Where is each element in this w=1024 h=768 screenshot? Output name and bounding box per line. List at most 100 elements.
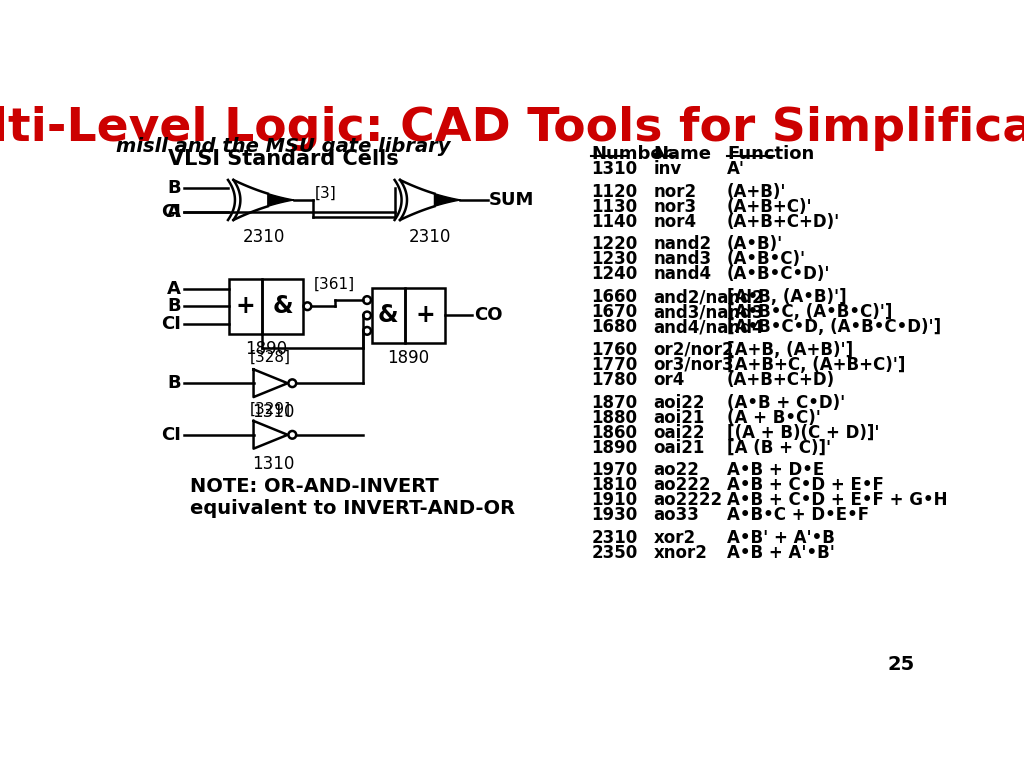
Text: Function: Function	[727, 144, 814, 163]
Text: and2/nand2: and2/nand2	[653, 288, 764, 306]
Text: 1230: 1230	[592, 250, 638, 268]
Text: A•B + C•D + E•F: A•B + C•D + E•F	[727, 476, 884, 495]
Text: B: B	[167, 180, 180, 197]
Text: A•B' + A'•B: A•B' + A'•B	[727, 529, 835, 547]
Text: ao33: ao33	[653, 506, 699, 525]
Text: 1220: 1220	[592, 235, 638, 253]
Text: [A+B, (A+B)']: [A+B, (A+B)']	[727, 341, 853, 359]
Text: inv: inv	[653, 160, 682, 178]
Text: 1670: 1670	[592, 303, 638, 321]
Text: (A+B+C)': (A+B+C)'	[727, 197, 813, 216]
Text: ao222: ao222	[653, 476, 711, 495]
Text: (A+B+C+D)': (A+B+C+D)'	[727, 213, 841, 230]
Text: +: +	[236, 294, 256, 318]
Text: Multi-Level Logic: CAD Tools for Simplification: Multi-Level Logic: CAD Tools for Simplif…	[0, 106, 1024, 151]
Text: 1880: 1880	[592, 409, 638, 427]
Text: A•B•C + D•E•F: A•B•C + D•E•F	[727, 506, 869, 525]
Text: 1310: 1310	[592, 160, 638, 178]
Bar	[229, 279, 262, 334]
Text: CO: CO	[474, 306, 503, 324]
Text: ao2222: ao2222	[653, 492, 723, 509]
Text: A: A	[167, 280, 180, 297]
Text: oai21: oai21	[653, 439, 705, 457]
Text: 2310: 2310	[409, 227, 452, 246]
Text: VLSI Standard Cells: VLSI Standard Cells	[168, 149, 398, 169]
Polygon shape	[268, 194, 294, 207]
Text: (A+B)': (A+B)'	[727, 183, 786, 200]
Text: aoi22: aoi22	[653, 394, 705, 412]
Text: 25: 25	[888, 655, 914, 674]
Text: 1310: 1310	[253, 455, 295, 473]
Text: (A•B + C•D)': (A•B + C•D)'	[727, 394, 846, 412]
Text: [361]: [361]	[313, 277, 354, 292]
Text: A•B + C•D + E•F + G•H: A•B + C•D + E•F + G•H	[727, 492, 947, 509]
Text: A': A'	[727, 160, 745, 178]
Text: oai22: oai22	[653, 424, 705, 442]
Text: 1660: 1660	[592, 288, 638, 306]
Text: 1860: 1860	[592, 424, 638, 442]
Text: &: &	[378, 303, 398, 327]
Text: B: B	[167, 374, 180, 392]
Text: nand2: nand2	[653, 235, 712, 253]
Text: [A (B + C)]': [A (B + C)]'	[727, 439, 831, 457]
Text: and3/nand3: and3/nand3	[653, 303, 764, 321]
Text: 1890: 1890	[387, 349, 430, 367]
Text: A: A	[167, 203, 180, 220]
Text: misll and the MSU gate library: misll and the MSU gate library	[116, 137, 451, 156]
Text: 1890: 1890	[592, 439, 638, 457]
Text: A•B + A'•B': A•B + A'•B'	[727, 545, 835, 562]
Text: [3]: [3]	[314, 186, 337, 200]
Text: 1870: 1870	[592, 394, 638, 412]
Text: 1130: 1130	[592, 197, 638, 216]
Text: 1780: 1780	[592, 371, 638, 389]
Text: &: &	[272, 294, 293, 318]
Text: nand3: nand3	[653, 250, 712, 268]
Text: 1240: 1240	[592, 266, 638, 283]
Text: 1310: 1310	[253, 403, 295, 421]
Text: 1970: 1970	[592, 462, 638, 479]
Text: Name: Name	[653, 144, 712, 163]
Text: [A•B, (A•B)']: [A•B, (A•B)']	[727, 288, 847, 306]
Text: 1930: 1930	[592, 506, 638, 525]
Text: CI: CI	[161, 315, 180, 333]
Text: xor2: xor2	[653, 529, 695, 547]
Text: xnor2: xnor2	[653, 545, 708, 562]
Text: Number: Number	[592, 144, 672, 163]
Text: SUM: SUM	[489, 191, 535, 209]
Text: 2310: 2310	[243, 227, 285, 246]
Text: (A•B)': (A•B)'	[727, 235, 783, 253]
Text: 1890: 1890	[245, 340, 287, 358]
Text: [A+B+C, (A+B+C)']: [A+B+C, (A+B+C)']	[727, 356, 905, 374]
Text: B: B	[167, 297, 180, 315]
Text: (A + B•C)': (A + B•C)'	[727, 409, 821, 427]
Text: (A•B•C)': (A•B•C)'	[727, 250, 806, 268]
Text: nor3: nor3	[653, 197, 696, 216]
Text: ao22: ao22	[653, 462, 699, 479]
Text: A•B + D•E: A•B + D•E	[727, 462, 824, 479]
Text: or4: or4	[653, 371, 685, 389]
Text: nand4: nand4	[653, 266, 712, 283]
Bar	[404, 288, 445, 343]
Text: aoi21: aoi21	[653, 409, 705, 427]
Text: 1910: 1910	[592, 492, 638, 509]
Text: 1140: 1140	[592, 213, 638, 230]
Text: nor2: nor2	[653, 183, 696, 200]
Bar	[262, 279, 303, 334]
Text: [(A + B)(C + D)]': [(A + B)(C + D)]'	[727, 424, 880, 442]
Text: or2/nor2: or2/nor2	[653, 341, 734, 359]
Text: 1810: 1810	[592, 476, 638, 495]
Text: [A•B•C•D, (A•B•C•D)']: [A•B•C•D, (A•B•C•D)']	[727, 318, 941, 336]
Text: and4/nand4: and4/nand4	[653, 318, 764, 336]
Polygon shape	[434, 194, 461, 207]
Text: [328]: [328]	[249, 349, 291, 365]
Text: 1120: 1120	[592, 183, 638, 200]
Text: [329]: [329]	[249, 402, 291, 416]
Text: NOTE: OR-AND-INVERT
equivalent to INVERT-AND-OR: NOTE: OR-AND-INVERT equivalent to INVERT…	[190, 477, 515, 518]
Text: CI: CI	[161, 425, 180, 444]
Text: CI: CI	[161, 203, 180, 220]
Text: 2310: 2310	[592, 529, 638, 547]
Text: nor4: nor4	[653, 213, 696, 230]
Text: 1770: 1770	[592, 356, 638, 374]
Text: +: +	[416, 303, 435, 327]
Text: (A•B•C•D)': (A•B•C•D)'	[727, 266, 830, 283]
